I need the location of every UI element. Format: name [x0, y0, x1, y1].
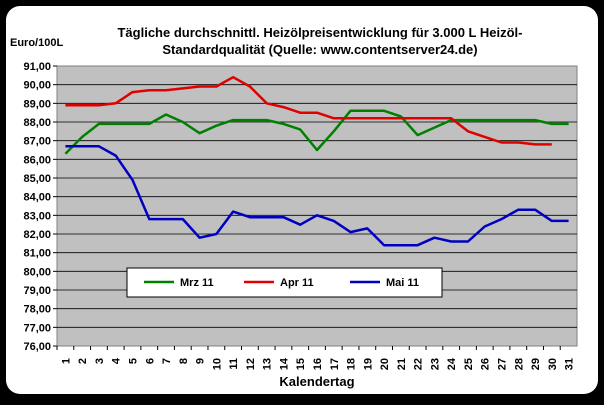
x-axis-label: Kalendertag: [279, 374, 354, 389]
x-tick-label: 22: [413, 358, 425, 370]
y-tick-label: 85,00: [23, 173, 51, 185]
x-tick-label: 1: [60, 358, 72, 364]
y-axis-label: Euro/100L: [10, 37, 63, 49]
x-tick-label: 27: [497, 358, 509, 370]
chart-title-line2: Standardqualität (Quelle: www.contentser…: [162, 42, 477, 57]
plot-area: [56, 65, 578, 347]
y-tick-label: 76,00: [23, 341, 51, 353]
x-tick-label: 6: [144, 358, 156, 364]
x-tick-label: 24: [446, 357, 458, 370]
x-tick-label: 4: [111, 357, 123, 364]
series-line-apr-11: [65, 75, 552, 146]
y-tick-label: 90,00: [23, 80, 51, 92]
y-tick-label: 89,00: [23, 98, 51, 110]
x-tick-label: 26: [480, 358, 492, 370]
y-tick-label: 77,00: [23, 322, 51, 334]
x-tick-label: 18: [346, 358, 358, 370]
y-tick-label: 88,00: [23, 117, 51, 129]
y-tick-label: 87,00: [23, 136, 51, 148]
x-tick-label: 11: [228, 358, 240, 370]
x-tick-label: 17: [329, 358, 341, 370]
x-tick-label: 29: [530, 358, 542, 370]
y-tick-label: 83,00: [23, 210, 51, 222]
x-tick-labels: 1 2 3 4 5 6 7 8 9 10 11 12 13 14 15 16 17 18 19 20 21 22 23 24 2…: [56, 346, 576, 370]
x-tick-label: 7: [161, 358, 173, 364]
x-tick-label: 10: [211, 358, 223, 370]
x-tick-label: 30: [547, 358, 559, 370]
series-line-mai-11: [65, 145, 569, 247]
series-lines: [64, 75, 569, 247]
legend: Mrz 11 Apr 11 Mai 11: [126, 267, 443, 298]
x-tick-label: 15: [295, 358, 307, 370]
legend-label-apr: Apr 11: [280, 277, 314, 289]
y-tick-label: 79,00: [23, 285, 51, 297]
y-tick-label: 91,00: [23, 61, 51, 73]
x-tick-label: 8: [178, 358, 190, 364]
chart-title-line1: Tägliche durchschnittl. Heizölpreisentwi…: [117, 25, 522, 40]
x-tick-label: 19: [362, 358, 374, 370]
x-tick-label: 9: [195, 358, 207, 364]
y-tick-label: 80,00: [23, 266, 51, 278]
y-tick-label: 86,00: [23, 154, 51, 166]
x-tick-label: 2: [77, 358, 89, 364]
x-tick-label: 28: [513, 358, 525, 370]
x-tick-label: 12: [245, 358, 257, 370]
legend-label-mrz: Mrz 11: [180, 277, 214, 289]
x-tick-label: 25: [463, 358, 475, 370]
x-tick-label: 13: [262, 358, 274, 370]
x-tick-label: 20: [379, 358, 391, 370]
x-tick-label: 16: [312, 358, 324, 370]
x-tick-label: 21: [396, 358, 408, 370]
legend-label-mai: Mai 11: [386, 277, 419, 289]
x-tick-label: 5: [127, 358, 139, 364]
y-tick-label: 81,00: [23, 248, 51, 260]
y-tick-label: 82,00: [23, 229, 51, 241]
y-tick-labels: 76,00 77,00 78,00 79,00 80,00 81,00 82,00 83,00…: [23, 61, 57, 353]
x-tick-label: 14: [278, 357, 290, 370]
x-tick-label: 3: [94, 358, 106, 364]
x-tick-label: 31: [564, 358, 576, 370]
y-tick-label: 84,00: [23, 192, 51, 204]
series-line-mrz-11: [64, 109, 569, 155]
legend-box: [126, 267, 443, 298]
y-tick-label: 78,00: [23, 304, 51, 316]
x-tick-label: 23: [429, 358, 441, 370]
